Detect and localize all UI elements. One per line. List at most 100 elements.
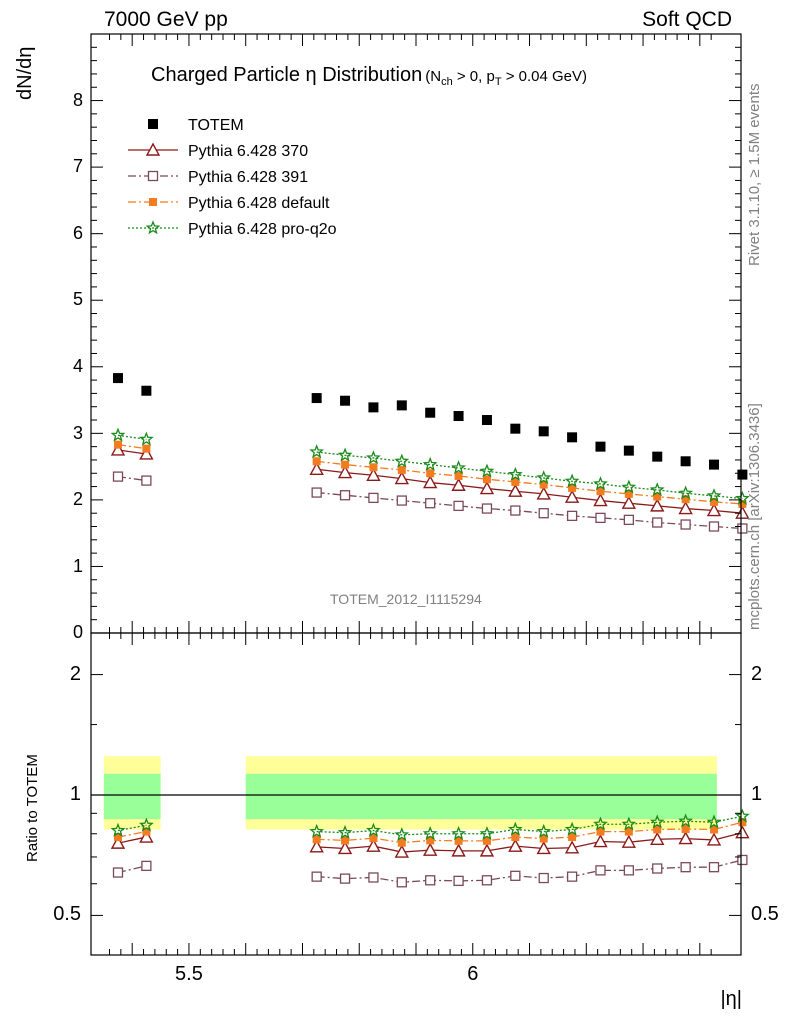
- ratio-series-3-point-12: [451, 825, 466, 841]
- main-ytick-label-3: 3: [72, 422, 83, 443]
- main-series-4-point-20: [678, 485, 694, 500]
- main-series-4-point-7: [309, 444, 325, 459]
- main-series-0-point-14: [510, 423, 521, 434]
- ratio-series-0-point-8: [337, 841, 353, 855]
- ratio-series-1-point-17: [595, 865, 606, 876]
- ratio-band-inner-1: [245, 773, 717, 820]
- legend-marker-0: [148, 119, 158, 129]
- ratio-series-3-point-15: [536, 823, 552, 838]
- main-series-1-line: [117, 449, 147, 455]
- main-series-3-point-17: [596, 487, 605, 496]
- main-series-0-point-18: [623, 445, 634, 456]
- main-series-1: [110, 442, 750, 519]
- ratio-series-0-point-15: [536, 841, 551, 855]
- rivet-label: Rivet 3.1.10, ≥ 1.5M events: [746, 83, 763, 267]
- legend-label-3: Pythia 6.428 default: [188, 195, 330, 212]
- legend-label-1: Pythia 6.428 370: [188, 143, 308, 160]
- main-series-1-point-8: [337, 465, 353, 479]
- main-ytick-label-4: 4: [72, 355, 83, 376]
- ratio-ytick-label-2: 2: [69, 662, 81, 685]
- ratio-series-2-point-21: [710, 825, 718, 834]
- main-series-3-point-1: [142, 444, 151, 453]
- main-series-4-point-16: [564, 473, 580, 488]
- ratio-series-3-point-20: [678, 813, 694, 828]
- main-series-3-point-21: [710, 497, 718, 506]
- ratio-ytick-label-right-2: 2: [751, 662, 763, 685]
- ratio-series-3-point-10: [394, 827, 410, 842]
- main-series-0-point-9: [368, 402, 379, 413]
- main-series-2-point-1: [141, 475, 152, 486]
- ratio-series-1-point-9: [368, 872, 379, 883]
- ratio-series-1-point-1: [141, 860, 152, 872]
- ratio-series-1: [112, 854, 748, 888]
- main-series-1-point-16: [564, 489, 580, 503]
- ratio-series-3-point-1: [138, 817, 154, 832]
- main-series-4-point-18: [621, 479, 637, 494]
- main-series-1-point-15: [536, 486, 551, 500]
- main-ytick-label-0: 0: [72, 622, 83, 643]
- ratio-series-1-point-11: [425, 875, 436, 886]
- main-series-2-point-19: [652, 517, 663, 528]
- main-series-0-point-1: [141, 385, 152, 396]
- main-ytick-label-8: 8: [72, 89, 83, 110]
- header-left: 7000 GeV pp: [104, 8, 228, 31]
- ratio-series-3-point-19: [649, 814, 665, 829]
- main-series-1-line: [316, 468, 743, 514]
- ratio-series-0-point-0: [110, 835, 126, 849]
- ratio-series-1-line: [316, 859, 743, 883]
- main-title: Charged Particle η Distribution (Nch > 0,…: [151, 64, 587, 88]
- main-series-0: [113, 373, 748, 480]
- main-series-4-point-9: [366, 450, 381, 465]
- main-series-2-line: [316, 491, 743, 530]
- main-panel-series: [110, 373, 750, 534]
- ratio-series-0-point-22: [735, 825, 750, 839]
- main-title-sub: (Nch > 0, pT > 0.04 GeV): [425, 68, 588, 88]
- main-series-0-point-17: [595, 441, 606, 452]
- ratio-series-2-point-15: [539, 834, 548, 843]
- main-series-3-point-0: [114, 440, 122, 449]
- ratio-series-0-point-13: [479, 843, 495, 857]
- ratio-series-3-point-18: [621, 816, 637, 831]
- axis-ticks: [91, 34, 741, 955]
- main-series-4-point-19: [649, 482, 665, 497]
- legend-label-2: Pythia 6.428 391: [188, 169, 308, 186]
- ratio-series-2-point-1: [142, 827, 151, 836]
- ratio-ytick-label-right-0: 0.5: [751, 903, 779, 926]
- watermark: TOTEM_2012_I1115294: [330, 591, 482, 607]
- main-series-4-point-8: [337, 447, 353, 462]
- main-series-1-point-7: [309, 461, 324, 475]
- legend-label-0: TOTEM: [188, 117, 244, 134]
- ratio-series-2: [114, 818, 747, 847]
- ratio-series-3-point-17: [593, 816, 608, 831]
- ratio-panel-series: [110, 808, 750, 888]
- main-series-3-point-16: [568, 483, 577, 492]
- main-series-1-point-18: [621, 495, 637, 509]
- main-series-4-line: [316, 451, 743, 500]
- main-series-0-point-19: [652, 451, 663, 462]
- ratio-series-2-point-14: [511, 833, 520, 842]
- main-series-3-point-20: [681, 495, 690, 504]
- ratio-series-2-point-19: [653, 825, 662, 834]
- main-series-1-point-9: [366, 467, 381, 481]
- ratio-series-3-point-16: [564, 821, 580, 836]
- main-series-3-point-11: [426, 469, 435, 478]
- ratio-series-1-point-12: [453, 875, 464, 887]
- xtick-label-0: 5.5: [175, 963, 203, 985]
- main-series-4-point-13: [479, 463, 495, 478]
- main-series-2-point-10: [396, 495, 407, 506]
- main-series-4-point-22: [734, 490, 750, 505]
- main-series-4-point-12: [451, 460, 466, 475]
- main-series-1-point-17: [593, 493, 608, 507]
- ratio-series-2-point-22: [738, 818, 747, 827]
- xtick-label-1: 6: [467, 963, 479, 985]
- ratio-series-2-point-0: [114, 833, 122, 842]
- main-series-3: [114, 440, 747, 508]
- ratio-series-0-line: [117, 836, 147, 844]
- main-series-4: [110, 427, 750, 505]
- ratio-series-1-point-13: [481, 875, 493, 886]
- ratio-series-2-point-16: [568, 833, 577, 842]
- ratio-series-2-point-20: [681, 825, 690, 834]
- ratio-series-2-point-11: [426, 836, 435, 845]
- main-series-4-point-10: [394, 453, 410, 468]
